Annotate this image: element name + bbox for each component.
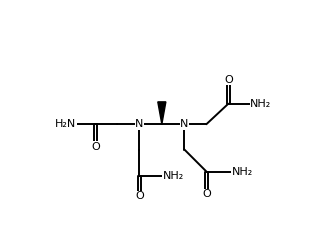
Text: O: O (91, 142, 100, 152)
Text: NH₂: NH₂ (162, 171, 184, 181)
Text: N: N (135, 119, 144, 129)
Polygon shape (158, 102, 166, 124)
Text: O: O (135, 191, 144, 201)
Text: NH₂: NH₂ (250, 99, 272, 109)
Text: O: O (202, 189, 211, 199)
Text: O: O (224, 75, 233, 85)
Text: N: N (180, 119, 189, 129)
Text: NH₂: NH₂ (232, 167, 253, 177)
Text: H₂N: H₂N (55, 119, 76, 129)
